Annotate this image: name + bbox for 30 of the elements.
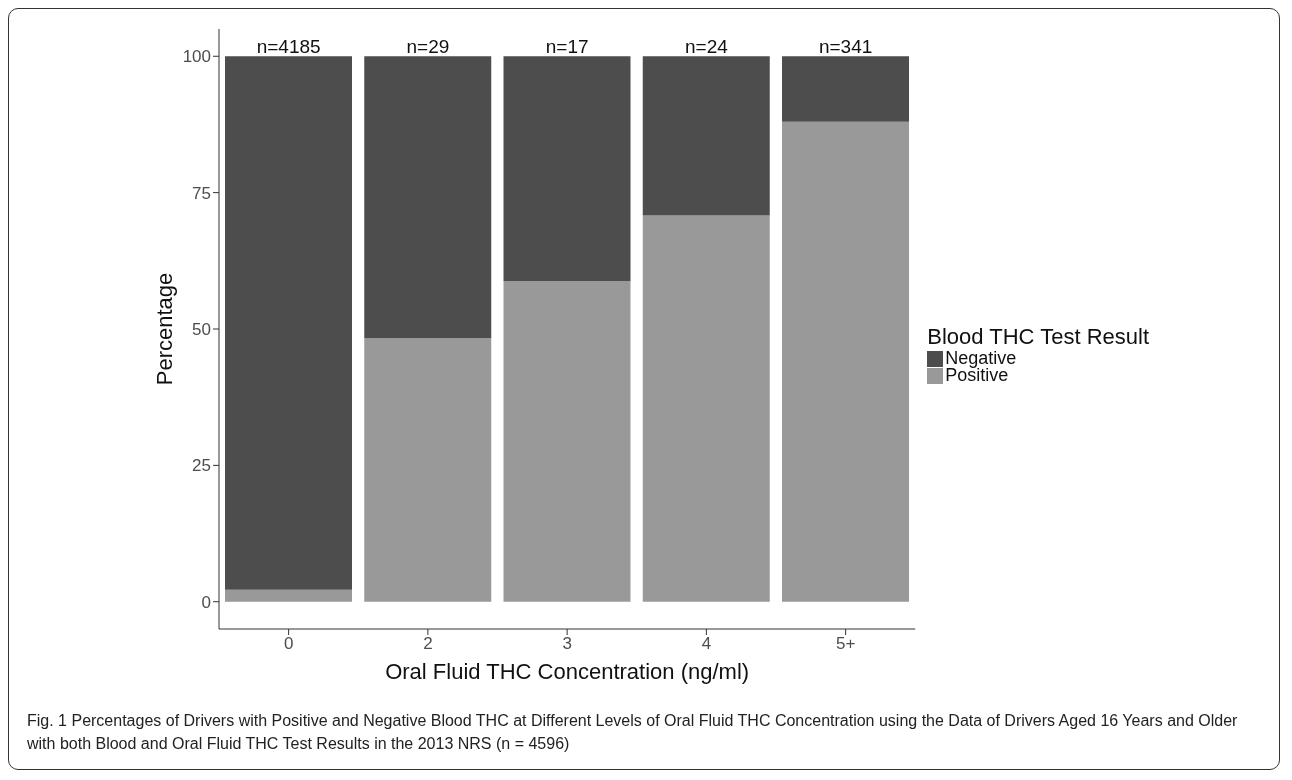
bar — [642, 215, 770, 602]
bar — [225, 589, 352, 602]
bar — [782, 121, 910, 602]
bar — [364, 338, 492, 602]
annotation: n=341 — [818, 36, 873, 58]
bar — [782, 56, 910, 122]
legend-title: Blood THC Test Result — [927, 324, 1149, 350]
annotation: n=29 — [406, 36, 450, 58]
y-tick-label: 50 — [192, 320, 211, 340]
bar — [503, 281, 631, 602]
annotation: n=24 — [684, 36, 729, 58]
bar — [225, 56, 352, 590]
x-tick-label: 2 — [423, 634, 433, 654]
x-tick-label: 0 — [283, 634, 294, 654]
x-tick-label: 4 — [701, 634, 712, 654]
y-tick-label: 25 — [192, 456, 211, 476]
y-axis-title: Percentage — [151, 272, 177, 386]
x-tick-label: 3 — [562, 634, 572, 654]
caption: Fig. 1 Percentages of Drivers with Positive and Negative Blood THC at Different Levels of Oral Fluid THC Concentration using the Data of Drivers Aged 16 Years and Older with both Blood and Oral Fluid THC Test Results in the 2013 NRS (n = 4596) — [27, 711, 1239, 754]
y-tick-label: 100 — [182, 47, 211, 67]
bar — [503, 56, 631, 281]
legend-label: Negative — [944, 348, 1018, 368]
x-tick-label: 5+ — [835, 634, 856, 654]
x-axis-title: Oral Fluid THC Concentration (ng/ml) — [385, 659, 750, 684]
y-tick-label: 0 — [201, 592, 211, 612]
annotation: n=4185 — [256, 36, 321, 58]
bar — [642, 56, 770, 216]
y-tick-label: 75 — [192, 183, 211, 203]
bar — [364, 56, 492, 339]
annotation: n=17 — [545, 36, 589, 58]
